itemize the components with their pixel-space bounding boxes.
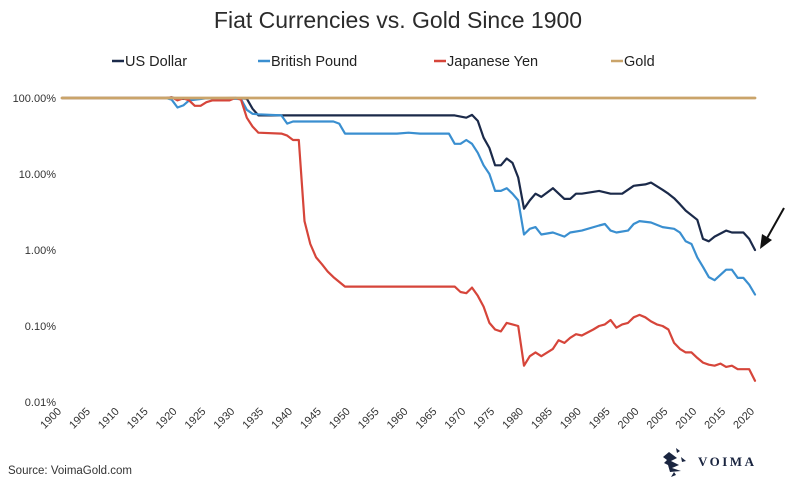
series-line-us-dollar (60, 96, 757, 252)
x-tick-label: 2000 (616, 406, 642, 432)
y-tick-label: 100.00% (13, 93, 57, 105)
x-tick-label: 1965 (414, 406, 440, 432)
x-tick-label: 1940 (269, 406, 295, 432)
arrow-head (760, 234, 772, 249)
x-tick-label: 1935 (240, 406, 266, 432)
x-tick-label: 1945 (298, 406, 324, 432)
x-tick-label: 2005 (645, 406, 671, 432)
legend-label-gold: Gold (624, 54, 655, 70)
x-tick-label: 2015 (702, 406, 728, 432)
arrow-annotation (760, 207, 785, 249)
series-line-japanese-yen (60, 96, 757, 382)
y-tick-label: 10.00% (19, 169, 57, 181)
brand-name: VOIMA (698, 454, 756, 469)
x-tick-label: 1900 (38, 406, 64, 432)
x-tick-label: 1985 (529, 406, 555, 432)
voima-logo-icon (663, 448, 686, 477)
x-tick-label: 1915 (125, 406, 151, 432)
legend-label-british-pound: British Pound (271, 54, 357, 70)
series-line-british-pound (60, 96, 757, 296)
y-tick-label: 0.10% (25, 321, 56, 333)
x-tick-label: 1920 (154, 406, 180, 432)
x-tick-label: 1975 (471, 406, 497, 432)
x-tick-label: 1990 (558, 406, 584, 432)
y-axis: 100.00% 10.00% 1.00% 0.10% 0.01% (13, 93, 57, 409)
x-tick-label: 1905 (67, 406, 93, 432)
x-tick-label: 1995 (587, 406, 613, 432)
x-tick-label: 1980 (500, 406, 526, 432)
arrow-shaft (765, 207, 785, 241)
legend: US Dollar British Pound Japanese Yen Gold (112, 54, 655, 70)
x-tick-label: 1910 (96, 406, 122, 432)
x-tick-label: 1930 (212, 406, 238, 432)
y-tick-label: 1.00% (25, 245, 56, 257)
x-axis: 1900 1905 1910 1915 1920 1925 1930 1935 1940 1945… (38, 406, 757, 432)
x-tick-label: 1950 (327, 406, 353, 432)
x-tick-label: 1960 (385, 406, 411, 432)
x-tick-label: 1955 (356, 406, 382, 432)
series-layer (60, 96, 757, 382)
legend-label-japanese-yen: Japanese Yen (447, 54, 538, 70)
x-tick-label: 2020 (731, 406, 757, 432)
y-tick-label: 0.01% (25, 397, 56, 409)
x-tick-label: 1925 (183, 406, 209, 432)
chart-title: Fiat Currencies vs. Gold Since 1900 (214, 7, 582, 33)
x-tick-label: 2010 (674, 406, 700, 432)
legend-label-us-dollar: US Dollar (125, 54, 187, 70)
source-label: Source: VoimaGold.com (8, 465, 132, 477)
x-tick-label: 1970 (443, 406, 469, 432)
